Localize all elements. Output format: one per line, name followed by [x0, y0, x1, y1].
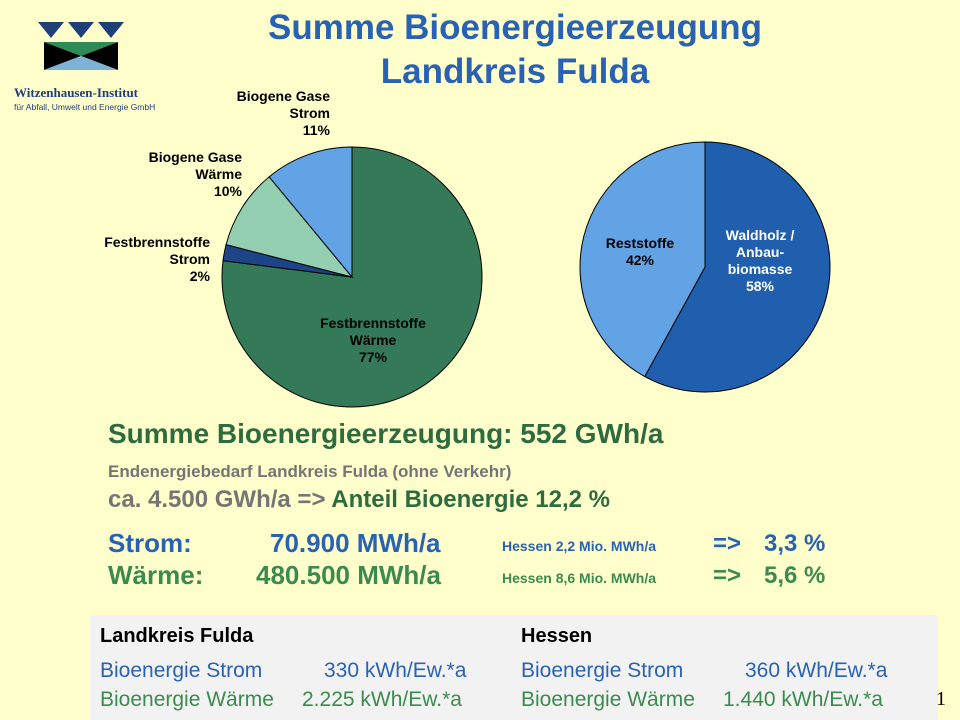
waerme-hessen: Hessen 8,6 Mio. MWh/a — [502, 570, 657, 586]
logo-name: Witzenhausen-Institut — [14, 85, 139, 100]
page-subtitle: Landkreis Fulda — [380, 52, 650, 91]
pie-slice-label: Waldholz / Anbau-biomasse 58% — [726, 227, 795, 294]
total-production: Summe Bioenergieerzeugung: 552 GWh/a — [108, 418, 664, 449]
fulda-strom-label: Bioenergie Strom — [100, 659, 263, 682]
strom-value: 70.900 MWh/a — [270, 528, 441, 558]
strom-row: Strom: 70.900 MWh/a Hessen 2,2 Mio. MWh/… — [0, 528, 960, 562]
hessen-strom-label: Bioenergie Strom — [521, 659, 684, 682]
pie-chart-2: Waldholz / Anbau-biomasse 58% Reststoffe 42% — [579, 141, 831, 393]
energy-demand-value: ca. 4.500 GWh/a => — [108, 486, 326, 513]
waerme-label: Wärme: — [108, 560, 204, 590]
pie-slice — [644, 141, 831, 393]
energy-demand-label: Endenergiebedarf Landkreis Fulda (ohne V… — [108, 462, 512, 481]
fulda-waerme-value: 2.225 kWh/Ew.*a — [302, 688, 462, 711]
pie-chart-1: Festbrennstoffe Wärme 77% Festbrennstoffe St… — [104, 88, 483, 408]
waerme-percent: 5,6 % — [764, 562, 826, 589]
strom-hessen: Hessen 2,2 Mio. MWh/a — [502, 538, 657, 554]
waerme-value: 480.500 MWh/a — [256, 560, 441, 590]
strom-percent: 3,3 % — [764, 530, 826, 557]
pie-slice-label: Festbrennstoffe Wärme 77% — [320, 315, 426, 365]
fulda-strom-value: 330 kWh/Ew.*a — [324, 659, 467, 682]
pie-slice-label: Festbrennstoffe Strom 2% — [104, 234, 210, 284]
pie-slice — [225, 176, 354, 278]
pie-slice-label: Biogene Gase Wärme 10% — [149, 149, 243, 199]
strom-arrow: => — [713, 530, 742, 557]
bioenergy-share-line: ca. 4.500 GWh/a => Anteil Bioenergie 12,… — [108, 486, 610, 514]
pie-slice-label: Reststoffe 42% — [606, 235, 675, 268]
hessen-waerme-value: 1.440 kWh/Ew.*a — [723, 688, 883, 711]
page-title: Summe Bioenergieerzeugung — [268, 8, 762, 47]
bioenergy-share: Anteil Bioenergie 12,2 % — [331, 486, 610, 513]
pie-charts: Festbrennstoffe Wärme 77% Festbrennstoffe St… — [104, 88, 831, 408]
fulda-waerme-label: Bioenergie Wärme — [100, 688, 274, 711]
logo-mark-icon — [38, 22, 124, 70]
waerme-row: Wärme: 480.500 MWh/a Hessen 8,6 Mio. MWh… — [0, 560, 960, 594]
logo: Witzenhausen-Institut für Abfall, Umwelt… — [8, 8, 183, 118]
pie-slice-label: Biogene Gase Strom 11% — [237, 88, 331, 138]
hessen-waerme-label: Bioenergie Wärme — [521, 688, 695, 711]
pie-slice — [579, 141, 706, 378]
page-number: 1 — [936, 688, 946, 710]
table-header-fulda: Landkreis Fulda — [100, 625, 254, 647]
comparison-table: Landkreis Fulda Hessen Bioenergie Strom … — [90, 615, 938, 720]
waerme-arrow: => — [713, 562, 742, 589]
strom-label: Strom: — [108, 528, 192, 558]
pie-slice — [268, 146, 353, 279]
hessen-strom-value: 360 kWh/Ew.*a — [745, 659, 888, 682]
table-header-hessen: Hessen — [521, 625, 593, 647]
logo-subtitle: für Abfall, Umwelt und Energie GmbH — [14, 102, 156, 112]
